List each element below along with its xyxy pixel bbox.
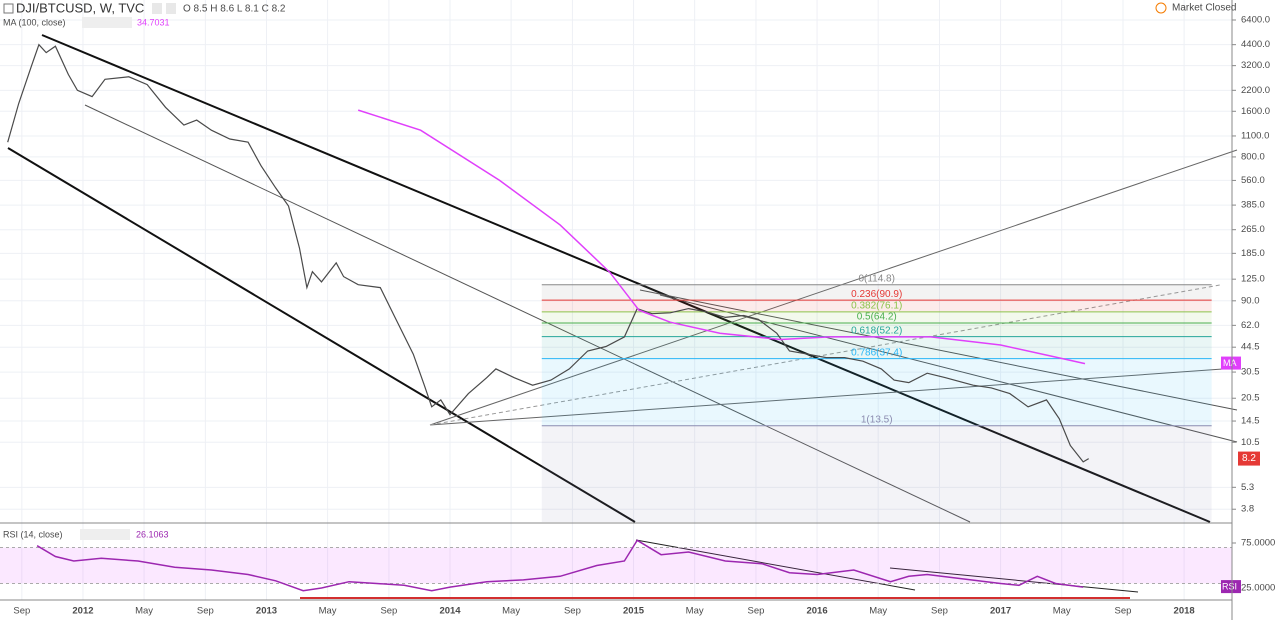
trend-line — [429, 284, 1221, 426]
x-tick-label: May — [502, 606, 520, 617]
x-tick-label: May — [686, 606, 704, 617]
series-line — [357, 109, 1086, 365]
x-tick-label: 2012 — [72, 606, 93, 617]
y-tick-label: 75.0000 — [1241, 538, 1275, 549]
rsi-value: 26.1063 — [136, 529, 169, 539]
x-tick-label: 2017 — [990, 606, 1011, 617]
symbol: DJI/BTCUSD, W, TVC — [16, 0, 144, 15]
x-tick-label: Sep — [13, 606, 30, 617]
fib-band — [541, 358, 1212, 426]
plot: 6400.0 4400.0 3200.0 2200.0 1600.0 1100.0 800.… — [0, 15, 1275, 617]
x-tick-label: Sep — [564, 606, 581, 617]
fib-band — [541, 336, 1212, 359]
y-tick-label: 3200.0 — [1241, 60, 1270, 71]
x-tick-label: May — [135, 606, 153, 617]
fib-label: 0.382(76.1) — [851, 300, 902, 311]
series-line — [7, 43, 1090, 463]
indicator-controls[interactable] — [80, 529, 130, 540]
indicator-name: MA (100, close) — [3, 17, 66, 27]
y-tick-label: 1100.0 — [1241, 130, 1269, 141]
rsi-band — [0, 547, 1232, 584]
y-tick-label: 6400.0 — [1241, 15, 1270, 26]
fib-label: 0.618(52.2) — [851, 325, 902, 336]
x-tick-label: Sep — [931, 606, 948, 617]
fib-band — [541, 425, 1212, 522]
x-tick-label: Sep — [747, 606, 764, 617]
x-tick-label: Sep — [380, 606, 397, 617]
y-tick-label: 90.0 — [1241, 295, 1260, 306]
fib-band — [541, 284, 1212, 301]
rsi-flag — [1221, 580, 1241, 594]
x-tick-label: Sep — [1115, 606, 1132, 617]
y-tick-label: 1600.0 — [1241, 106, 1270, 117]
icon[interactable] — [152, 3, 162, 14]
y-tick-label: 20.5 — [1241, 393, 1260, 404]
trend-line — [429, 149, 1238, 426]
trend-line — [429, 367, 1238, 426]
rsi-flag-label: RSI — [1222, 581, 1237, 591]
market-status: Market Closed — [1172, 3, 1236, 14]
ma-flag — [1221, 356, 1241, 370]
fib-label: 1(13.5) — [861, 414, 893, 425]
y-tick-label: 265.0 — [1241, 224, 1265, 235]
x-tick-label: May — [869, 606, 887, 617]
y-tick-label: 800.0 — [1241, 151, 1265, 162]
y-tick-label: 3.8 — [1241, 504, 1254, 515]
x-tick-label: Sep — [197, 606, 214, 617]
fib-label: 0.786(37.4) — [851, 347, 902, 358]
x-tick-label: May — [1053, 606, 1071, 617]
y-tick-label: 30.5 — [1241, 367, 1260, 378]
fib-label: 0(114.8) — [858, 273, 895, 284]
x-tick-label: 2013 — [256, 606, 277, 617]
series-line — [36, 539, 1084, 592]
x-tick-label: May — [319, 606, 337, 617]
rsi-title: RSI (14, close) — [3, 529, 63, 539]
y-tick-label: 10.5 — [1241, 437, 1260, 448]
fib-band — [541, 300, 1212, 312]
y-tick-label: 14.5 — [1241, 416, 1260, 427]
indicator-value: 34.7031 — [137, 17, 170, 27]
y-tick-label: 385.0 — [1241, 200, 1265, 211]
trend-line — [84, 104, 971, 523]
x-tick-label: 2018 — [1174, 606, 1195, 617]
fib-band — [541, 311, 1212, 324]
rsi-trend-line — [635, 539, 916, 591]
ma-flag-label: MA — [1223, 358, 1237, 368]
y-tick-label: 44.5 — [1241, 342, 1260, 353]
status-icon — [1155, 2, 1167, 14]
indicator-controls[interactable] — [82, 17, 132, 28]
price-flag-label: 8.2 — [1242, 453, 1256, 464]
y-tick-label: 125.0 — [1241, 274, 1265, 285]
x-tick-label: 2014 — [439, 606, 461, 617]
trend-line — [7, 147, 636, 523]
y-tick-label: 25.0000 — [1241, 583, 1275, 594]
x-tick-label: 2016 — [806, 606, 827, 617]
collapse-icon[interactable] — [3, 3, 14, 14]
drawings — [7, 34, 1238, 599]
fib-label: 0.5(64.2) — [857, 312, 897, 323]
trend-line — [41, 34, 1211, 523]
y-tick-label: 4400.0 — [1241, 39, 1270, 50]
y-tick-label: 5.3 — [1241, 482, 1254, 493]
y-tick-label: 62.0 — [1241, 320, 1260, 331]
x-tick-label: 2015 — [623, 606, 645, 617]
trend-line — [639, 289, 1238, 411]
y-tick-label: 185.0 — [1241, 248, 1265, 259]
trend-line — [659, 294, 1238, 443]
rsi-trend-line — [889, 567, 1139, 593]
y-tick-label: 2200.0 — [1241, 85, 1270, 96]
ohlc: O 8.5 H 8.6 L 8.1 C 8.2 — [183, 4, 286, 15]
grid — [0, 0, 1232, 600]
fib-band — [541, 323, 1212, 337]
y-tick-label: 560.0 — [1241, 175, 1265, 186]
icon[interactable] — [166, 3, 176, 14]
fib-label: 0.236(90.9) — [851, 289, 902, 300]
price-flag — [1238, 451, 1260, 466]
